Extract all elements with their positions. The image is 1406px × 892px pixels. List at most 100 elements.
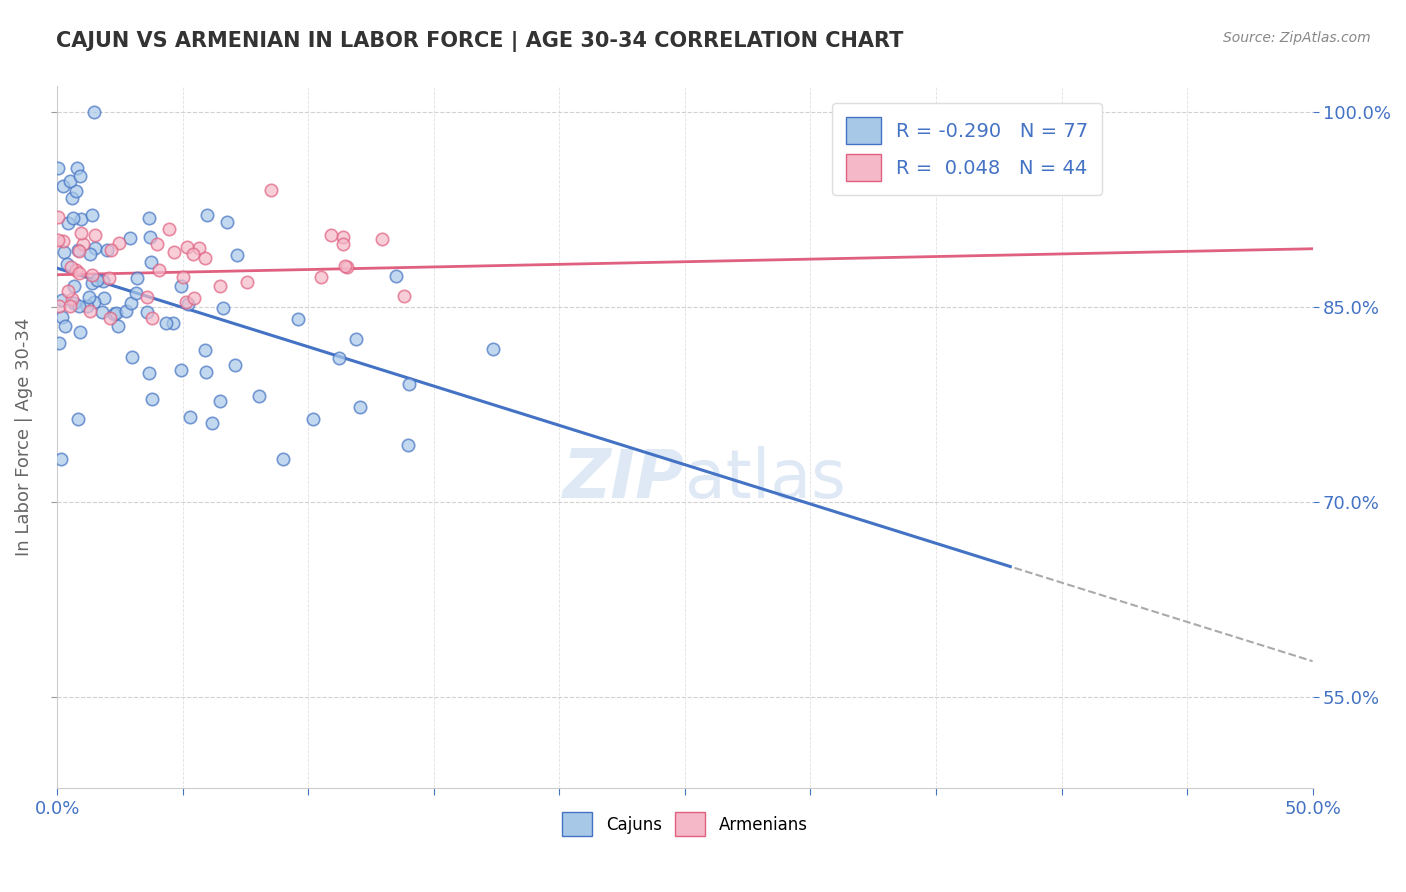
Point <box>79 303 101 318</box>
Point <box>70 211 93 226</box>
Point <box>333 259 356 273</box>
Point <box>53 319 76 334</box>
Point <box>48 299 70 313</box>
Point <box>125 270 148 285</box>
Point <box>141 311 163 326</box>
Point <box>273 451 295 466</box>
Point <box>76 299 98 313</box>
Point <box>51 293 73 308</box>
Point <box>66 412 89 426</box>
Point <box>208 279 231 293</box>
Point <box>121 351 143 365</box>
Point <box>66 161 89 175</box>
Point <box>396 438 419 452</box>
Point <box>80 268 103 282</box>
Point <box>93 291 115 305</box>
Point <box>481 343 503 357</box>
Point <box>172 269 194 284</box>
Point <box>83 227 105 242</box>
Point <box>59 260 82 274</box>
Point <box>332 236 354 251</box>
Point <box>63 296 86 310</box>
Point <box>107 318 129 333</box>
Point <box>194 343 217 357</box>
Point <box>224 358 246 372</box>
Text: atlas: atlas <box>685 446 846 512</box>
Point <box>141 392 163 407</box>
Point <box>69 325 91 339</box>
Point <box>179 410 201 425</box>
Point <box>125 286 148 301</box>
Legend: Cajuns, Armenians: Cajuns, Armenians <box>555 805 814 843</box>
Point <box>336 260 359 275</box>
Point <box>53 244 76 259</box>
Point <box>96 243 118 257</box>
Point <box>392 289 415 303</box>
Point <box>72 237 94 252</box>
Point <box>201 417 224 431</box>
Y-axis label: In Labor Force | Age 30-34: In Labor Force | Age 30-34 <box>15 318 32 557</box>
Point <box>319 228 342 243</box>
Point <box>344 332 367 346</box>
Point <box>100 243 122 257</box>
Point <box>77 290 100 304</box>
Point <box>155 316 177 330</box>
Point <box>62 293 84 307</box>
Point <box>103 308 125 322</box>
Point <box>371 232 394 246</box>
Point <box>83 241 105 255</box>
Point <box>309 270 332 285</box>
Point <box>215 215 238 229</box>
Point <box>138 367 160 381</box>
Point <box>162 316 184 330</box>
Point <box>52 178 75 193</box>
Point <box>183 291 205 305</box>
Point <box>62 211 84 226</box>
Point <box>83 294 105 309</box>
Point <box>385 269 408 284</box>
Point <box>194 251 217 265</box>
Point <box>65 185 87 199</box>
Point <box>181 247 204 261</box>
Point <box>79 247 101 261</box>
Point <box>46 233 69 247</box>
Point <box>98 270 121 285</box>
Point <box>90 305 112 319</box>
Point <box>398 376 420 391</box>
Point <box>67 299 90 313</box>
Point <box>146 237 169 252</box>
Text: ZIP: ZIP <box>562 446 685 512</box>
Point <box>208 394 231 409</box>
Point <box>188 241 211 255</box>
Point <box>141 254 163 268</box>
Point <box>174 295 197 310</box>
Point <box>170 278 193 293</box>
Point <box>49 452 72 467</box>
Point <box>48 336 70 351</box>
Point <box>70 226 93 240</box>
Point <box>302 412 325 426</box>
Point <box>91 274 114 288</box>
Point <box>80 277 103 291</box>
Point <box>69 169 91 184</box>
Point <box>46 161 69 175</box>
Point <box>328 351 350 365</box>
Point <box>104 306 127 320</box>
Point <box>59 174 82 188</box>
Point <box>169 362 191 376</box>
Point <box>118 231 141 245</box>
Point <box>51 310 73 324</box>
Point <box>136 304 159 318</box>
Point <box>60 191 83 205</box>
Point <box>86 273 108 287</box>
Point <box>247 389 270 403</box>
Point <box>148 262 170 277</box>
Point <box>259 183 281 197</box>
Point <box>349 401 371 415</box>
Point <box>63 279 86 293</box>
Point <box>80 208 103 222</box>
Point <box>225 248 247 262</box>
Point <box>56 216 79 230</box>
Point <box>98 311 121 326</box>
Point <box>138 230 160 244</box>
